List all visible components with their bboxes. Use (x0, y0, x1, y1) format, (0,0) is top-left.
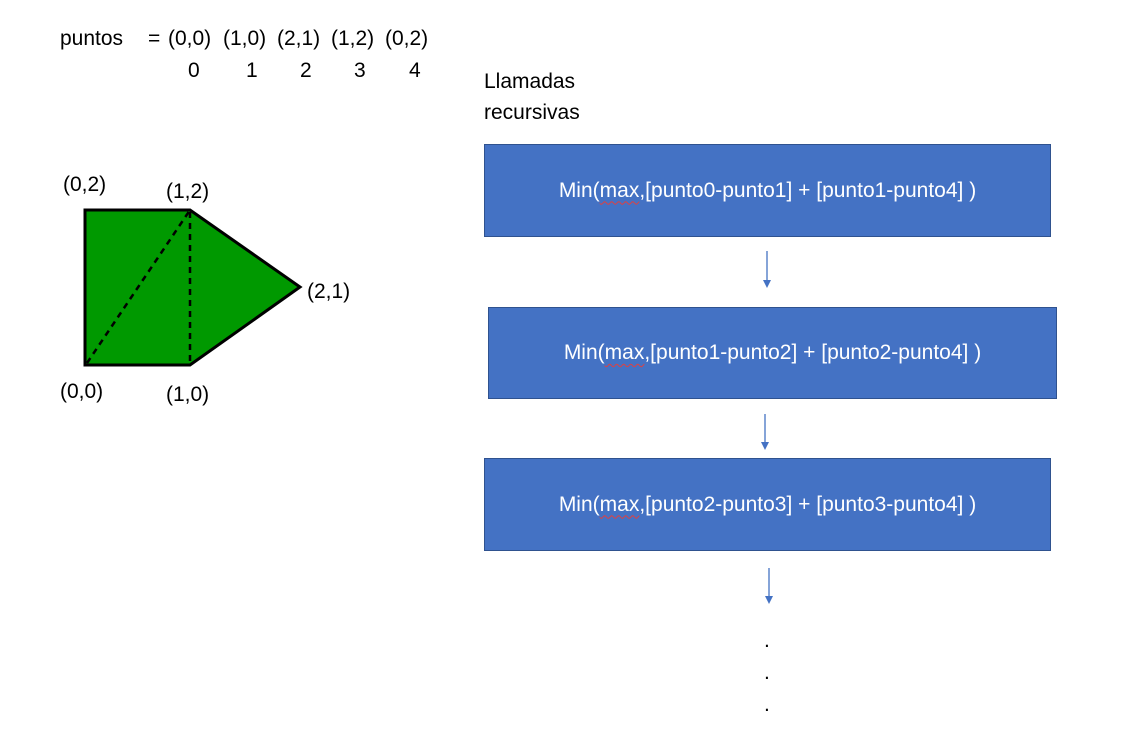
index-0: 0 (188, 59, 200, 82)
recursive-calls-heading: Llamadas recursivas (484, 70, 580, 124)
vertex-label-1-2: (1,2) (166, 180, 210, 203)
points-label: puntos (60, 27, 124, 50)
call-2-fn: Min( (563, 341, 605, 364)
call-3-fn: Min( (558, 492, 600, 516)
index-4: 4 (409, 59, 421, 82)
point-2: (2,1) (277, 27, 321, 50)
call-box-1: Min(max ,[punto0-punto1] + [punto1-punto4… (484, 144, 1051, 237)
point-0: (0,0) (168, 27, 212, 50)
call-box-3: Min(max ,[punto2-punto3] + [punto3-punto4… (484, 458, 1051, 551)
call-1-arg: max (599, 178, 640, 202)
index-3: 3 (354, 59, 366, 82)
call-1-rest: ,[punto0-punto1] + [punto1-punto4] ) (639, 178, 977, 202)
pentagon-shape (83, 208, 303, 367)
point-1: (1,0) (223, 27, 267, 50)
vertex-label-1-0: (1,0) (166, 383, 210, 406)
arrow-2 (761, 414, 769, 450)
call-3-rest: ,[punto2-punto3] + [punto3-punto4] ) (639, 492, 977, 516)
call-1-fn: Min( (558, 178, 600, 202)
continuation-dot-2: . (764, 661, 770, 684)
arrow-3 (765, 568, 773, 604)
vertex-label-2-1: (2,1) (307, 280, 351, 303)
continuation-dot-3: . (764, 693, 770, 716)
call-3-arg: max (599, 492, 640, 516)
equals-sign: = (148, 27, 161, 50)
index-1: 1 (246, 59, 258, 82)
point-4: (0,2) (385, 27, 429, 50)
vertex-label-0-2: (0,2) (63, 173, 107, 196)
call-box-2: Min(max ,[punto1-punto2] + [punto2-punto4… (488, 307, 1057, 399)
call-2-rest: ,[punto1-punto2] + [punto2-punto4] ) (644, 341, 982, 364)
continuation-dot-1: . (764, 629, 770, 652)
vertex-label-0-0: (0,0) (60, 380, 104, 403)
index-2: 2 (300, 59, 312, 82)
point-3: (1,2) (331, 27, 375, 50)
call-2-arg: max (604, 341, 645, 364)
diagonal-0-3 (85, 209, 192, 364)
arrow-1 (763, 251, 771, 288)
